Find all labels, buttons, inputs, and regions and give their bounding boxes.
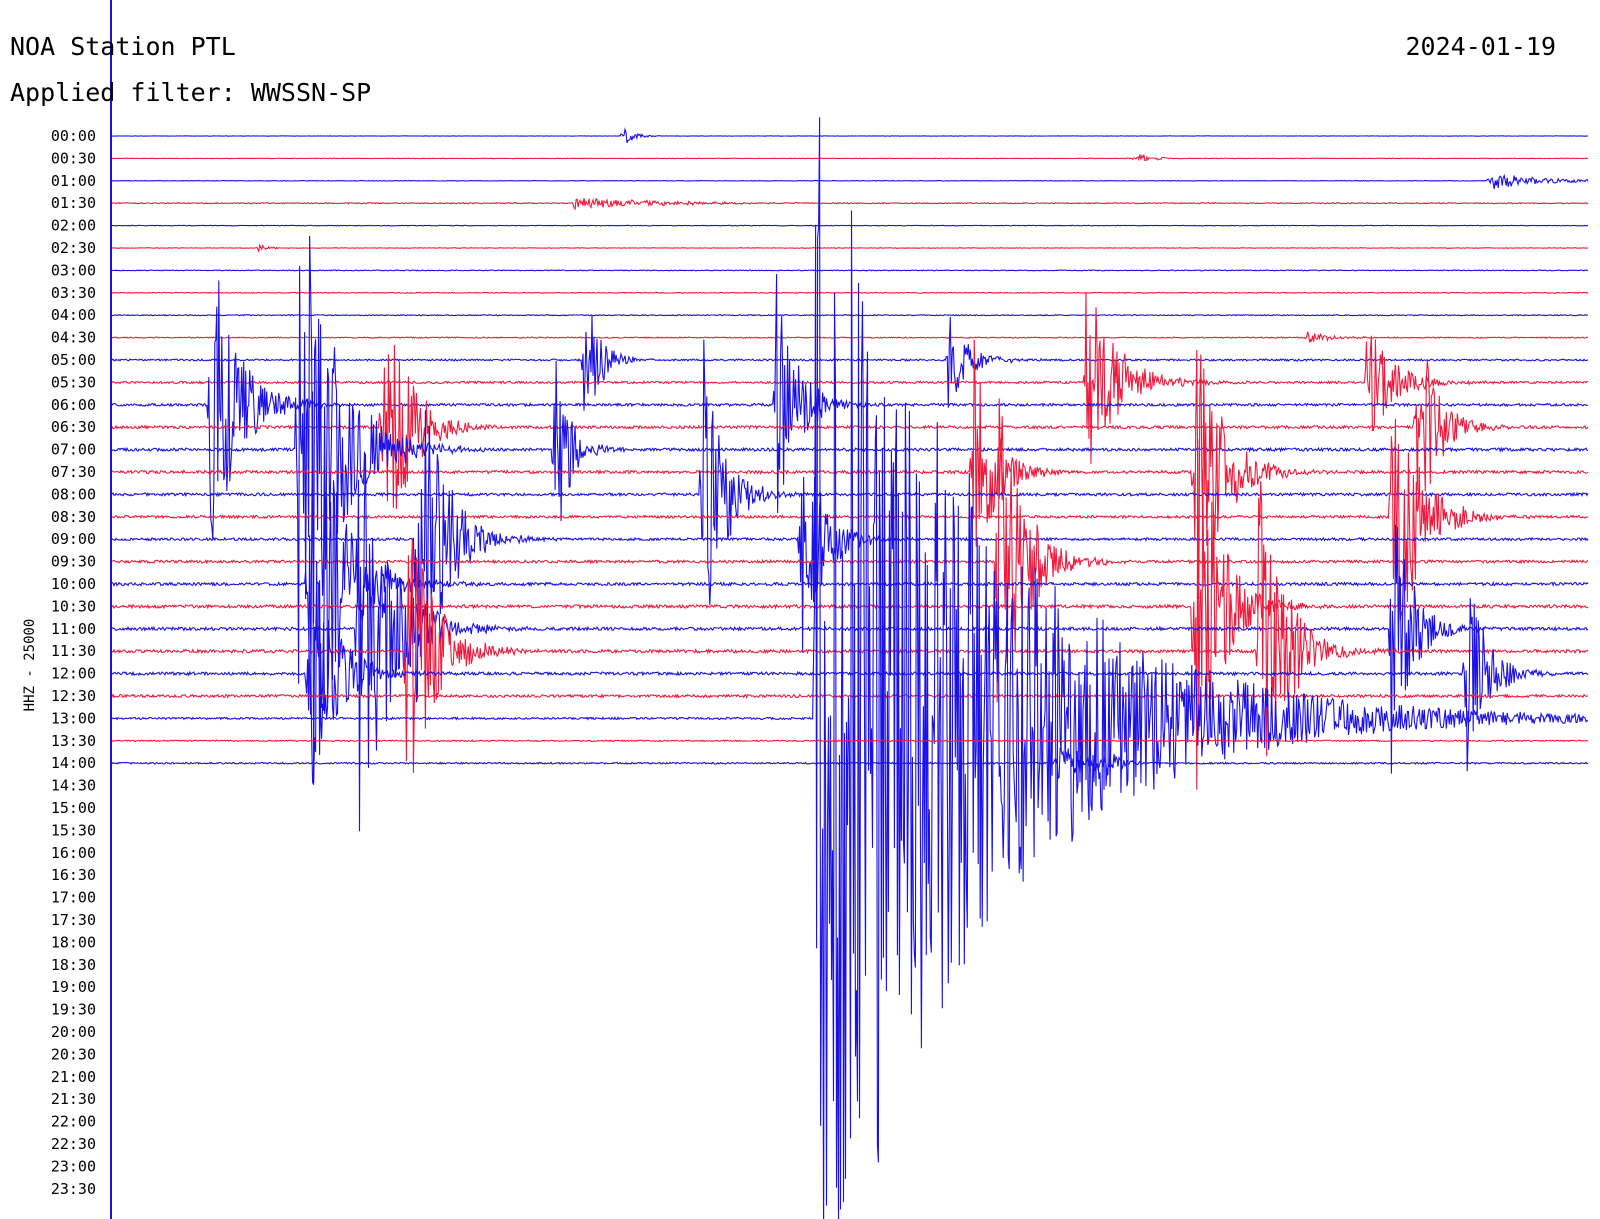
time-label-2230: 22:30 [51,1135,96,1153]
time-label-0600: 06:00 [51,396,96,414]
trace-row-0700 [111,235,1589,684]
time-label-2200: 22:00 [51,1113,96,1131]
time-label-1030: 10:30 [51,597,96,615]
trace-row-0830 [111,418,1589,621]
time-axis-labels: 00:00 00:30 01:00 01:30 02:00 02:30 03:00 03:30… [51,127,96,1198]
time-label-0730: 07:30 [51,463,96,481]
time-label-0700: 07:00 [51,441,96,459]
trace-row-0730 [111,339,1589,600]
time-label-1100: 11:00 [51,620,96,638]
time-label-1830: 18:30 [51,956,96,974]
trace-row-1200 [111,535,1589,785]
trace-row-0200 [111,224,1589,227]
time-label-1500: 15:00 [51,799,96,817]
time-label-1700: 17:00 [51,889,96,907]
trace-row-0600 [111,273,1589,540]
time-label-1000: 10:00 [51,575,96,593]
time-label-1630: 16:30 [51,866,96,884]
trace-row-0030 [111,153,1589,162]
time-label-1730: 17:30 [51,911,96,929]
trace-row-1400 [111,746,1589,780]
trace-row-1300 [111,117,1589,1219]
time-label-1400: 14:00 [51,754,96,772]
time-label-0330: 03:30 [51,284,96,302]
time-label-2030: 20:30 [51,1045,96,1063]
trace-row-0400 [111,313,1588,317]
trace-row-0100 [111,173,1589,190]
trace-row-1230 [111,693,1589,700]
time-label-1200: 12:00 [51,665,96,683]
filter-label: Applied filter: WWSSN-SP [10,78,372,107]
time-label-2100: 21:00 [51,1068,96,1086]
time-label-0030: 00:30 [51,149,96,167]
time-label-2000: 20:00 [51,1023,96,1041]
time-label-0900: 09:00 [51,530,96,548]
trace-row-0500 [111,315,1589,411]
time-label-2300: 23:00 [51,1157,96,1175]
time-label-1130: 11:30 [51,642,96,660]
trace-row-0000 [111,127,1589,144]
time-label-0100: 01:00 [51,172,96,190]
time-label-0630: 06:30 [51,418,96,436]
time-label-1230: 12:30 [51,687,96,705]
trace-row-0630 [111,344,1589,510]
trace-row-0430 [111,331,1589,343]
time-label-0500: 05:00 [51,351,96,369]
trace-row-0900 [111,410,1589,703]
trace-row-1330 [111,739,1589,743]
time-label-0300: 03:00 [51,261,96,279]
trace-row-0530 [111,291,1589,464]
time-label-0930: 09:30 [51,553,96,571]
time-label-1530: 15:30 [51,821,96,839]
time-label-0830: 08:30 [51,508,96,526]
time-label-1800: 18:00 [51,933,96,951]
time-label-2330: 23:30 [51,1180,96,1198]
time-label-0400: 04:00 [51,306,96,324]
time-label-0430: 04:30 [51,329,96,347]
trace-row-0130 [111,197,1589,211]
trace-row-1100 [111,453,1589,832]
time-label-1430: 14:30 [51,777,96,795]
time-label-0800: 08:00 [51,485,96,503]
station-title: NOA Station PTL [10,32,236,61]
time-label-1600: 16:00 [51,844,96,862]
time-label-0000: 00:00 [51,127,96,145]
trace-row-0330 [111,291,1589,294]
date-label: 2024-01-19 [1405,32,1556,61]
seismic-traces [111,117,1589,1219]
trace-row-0800 [111,339,1589,606]
time-label-1330: 13:30 [51,732,96,750]
time-label-1300: 13:00 [51,709,96,727]
trace-row-1130 [111,481,1589,773]
time-label-0530: 05:30 [51,373,96,391]
time-label-0230: 02:30 [51,239,96,257]
trace-row-0230 [111,243,1588,252]
time-label-2130: 21:30 [51,1090,96,1108]
y-axis-label: HHZ - 25000 [22,618,38,712]
time-label-1930: 19:30 [51,1001,96,1019]
time-label-1900: 19:00 [51,978,96,996]
time-label-0130: 01:30 [51,194,96,212]
time-label-0200: 02:00 [51,217,96,235]
trace-row-0300 [111,269,1589,272]
